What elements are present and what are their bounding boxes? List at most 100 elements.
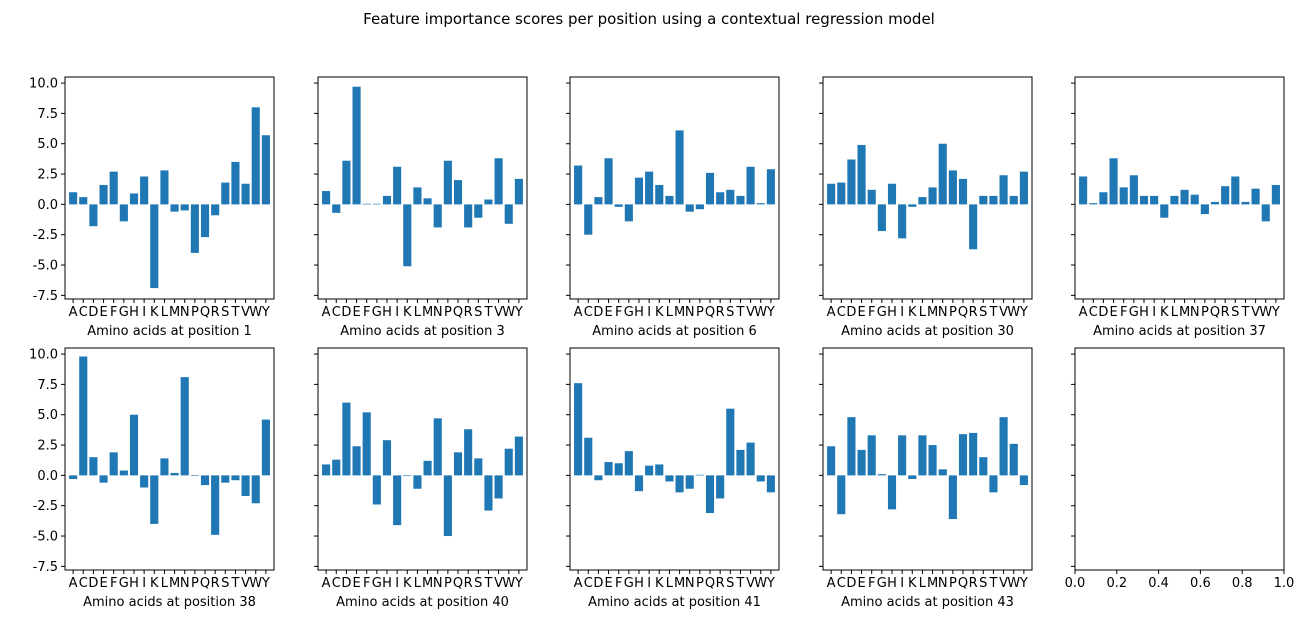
bar-I [140, 176, 149, 205]
bar-E [1109, 158, 1118, 205]
bar-Y [261, 135, 270, 205]
x-tick-label: R [716, 305, 725, 320]
x-tick-label: R [211, 305, 220, 320]
bar-E [99, 184, 108, 205]
x-tick-label: W [502, 576, 515, 591]
x-tick-label: E [352, 305, 360, 320]
x-tick-label: Q [453, 576, 463, 591]
x-tick-label: A [574, 305, 583, 320]
bar-Q [705, 475, 715, 513]
x-tick-label: N [685, 576, 695, 591]
x-tick-label: D [341, 305, 351, 320]
x-tick-label: I [647, 305, 651, 320]
x-tick-label: F [868, 305, 875, 320]
x-tick-label: D [846, 576, 856, 591]
subplot-10: 0.0 0.2 0.4 0.6 0.8 1.0 [1065, 347, 1294, 591]
x-tick-label: I [395, 576, 399, 591]
x-tick-label: L [1171, 305, 1179, 320]
x-tick-label: L [919, 576, 927, 591]
bar-P [190, 204, 199, 253]
bar-A [69, 475, 78, 480]
x-tick-label: S [979, 305, 987, 320]
x-tick-label: A [322, 576, 331, 591]
bar-E [99, 475, 108, 483]
x-tick-label: Y [514, 576, 523, 591]
axes-frame [64, 76, 275, 300]
x-tick-label: M [422, 576, 433, 591]
bar-L [1170, 195, 1179, 205]
x-tick-label: D [593, 305, 603, 320]
bar-Y [766, 169, 775, 205]
bar-P [948, 170, 957, 205]
bar-K [908, 475, 917, 480]
x-tick-label: D [88, 576, 98, 591]
x-tick-label: A [1079, 305, 1088, 320]
x-tick-label: D [1098, 305, 1108, 320]
bar-K [150, 204, 159, 289]
bar-S [1231, 176, 1240, 205]
x-tick-label: S [474, 305, 482, 320]
bar-Y [514, 436, 523, 476]
x-tick-label: P [949, 305, 957, 320]
axes-frame [569, 347, 780, 571]
x-tick-label: C [1089, 305, 1098, 320]
bar-W [504, 448, 513, 476]
bar-V [494, 475, 503, 499]
x-tick-label: T [230, 305, 239, 320]
bar-C [1089, 203, 1098, 205]
bar-C [332, 459, 341, 476]
bar-H [382, 440, 392, 476]
x-tick-label: A [69, 576, 78, 591]
x-tick-label: Y [766, 305, 775, 320]
x-tick-label: W [1007, 305, 1020, 320]
x-tick-label: W [1007, 576, 1020, 591]
bar-E [857, 449, 866, 476]
bar-Q [958, 434, 968, 476]
x-tick-label: Q [958, 305, 968, 320]
bar-C [837, 475, 846, 515]
x-tick-label: N [180, 305, 190, 320]
bar-A [827, 446, 836, 476]
bar-N [180, 377, 189, 476]
x-tick-label: H [382, 576, 392, 591]
bar-I [645, 171, 654, 205]
x-tick-label: A [827, 576, 836, 591]
x-axis-label: Amino acids at position 6 [592, 324, 756, 339]
bar-K [150, 475, 159, 524]
x-tick-label: E [857, 576, 865, 591]
x-tick-label: K [1160, 305, 1169, 320]
x-tick-label: P [1201, 305, 1209, 320]
x-tick-label: P [696, 576, 704, 591]
x-tick-label: V [1251, 305, 1260, 320]
x-tick-label: V [999, 305, 1008, 320]
x-tick-label: F [110, 305, 117, 320]
x-tick-label: T [988, 305, 997, 320]
x-tick-label: R [969, 305, 978, 320]
bar-I [140, 475, 149, 488]
bar-R [716, 475, 725, 499]
bar-V [241, 183, 250, 205]
bar-A [1079, 176, 1088, 205]
x-tick-label: K [403, 576, 412, 591]
x-tick-label: L [414, 305, 422, 320]
x-tick-label: H [887, 576, 897, 591]
x-tick-label: G [877, 576, 887, 591]
bar-G [119, 204, 128, 222]
x-tick-label: Y [261, 305, 270, 320]
bar-A [574, 165, 583, 205]
x-tick-label: R [969, 576, 978, 591]
x-tick-label: V [241, 576, 250, 591]
bar-G [372, 203, 381, 205]
bar-D [342, 160, 351, 205]
bar-S [979, 195, 988, 205]
x-tick-label: 0.8 [1232, 576, 1253, 591]
bar-I [898, 204, 907, 239]
x-tick-label: R [716, 576, 725, 591]
x-tick-label: I [1152, 305, 1156, 320]
x-tick-label: H [1139, 305, 1149, 320]
bar-M [423, 198, 432, 205]
x-tick-label: T [988, 576, 997, 591]
x-axis-label: Amino acids at position 41 [588, 595, 761, 610]
bar-P [695, 204, 704, 210]
y-tick-label: 7.5 [37, 378, 58, 393]
